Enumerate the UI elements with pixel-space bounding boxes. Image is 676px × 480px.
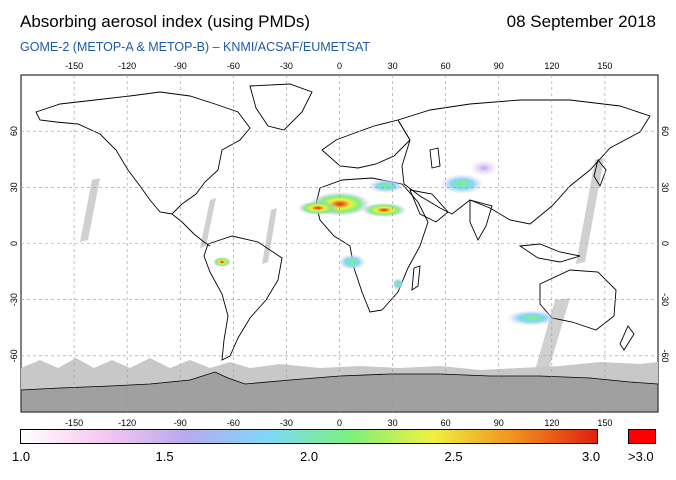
plume-central-asia <box>470 160 498 176</box>
colorbar-tick-label: 1.5 <box>155 449 174 464</box>
lat-tick-left: 0 <box>9 241 19 246</box>
new-zealand <box>619 325 635 351</box>
japan <box>593 159 607 188</box>
plume-arabia <box>440 174 484 194</box>
colorbar-tick-label: 3.0 <box>582 449 601 464</box>
lon-tick-top: 150 <box>597 61 612 71</box>
map-date: 08 September 2018 <box>506 12 656 31</box>
lon-tick-bottom: 90 <box>494 418 504 428</box>
lat-tick-left: -30 <box>9 293 19 306</box>
plume-mozambique <box>392 278 404 290</box>
lon-tick-bottom: -120 <box>118 418 136 428</box>
lon-tick-top: -120 <box>118 61 136 71</box>
lon-tick-top: 0 <box>337 61 342 71</box>
plume-sahel <box>362 203 406 217</box>
lat-tick-right: 30 <box>660 182 670 192</box>
plume-australia-south <box>506 310 558 326</box>
plume-south-america <box>213 257 231 267</box>
lon-tick-top: 120 <box>544 61 559 71</box>
lon-tick-bottom: 150 <box>597 418 612 428</box>
lat-tick-right: 0 <box>660 241 670 246</box>
map-title: Absorbing aerosol index (using PMDs) <box>20 12 311 31</box>
lat-tick-right: -30 <box>660 293 670 306</box>
lon-tick-bottom: -30 <box>280 418 293 428</box>
map-subtitle: GOME-2 (METOP-A & METOP-B) – KNMI/ACSAF/… <box>20 40 371 54</box>
longitude-labels-bottom: -150 -120 -90 -60 -30 0 30 60 90 120 150 <box>65 418 612 428</box>
lon-tick-top: 90 <box>494 61 504 71</box>
lon-tick-top: -30 <box>280 61 293 71</box>
lon-tick-bottom: -150 <box>65 418 83 428</box>
lon-tick-top: -150 <box>65 61 83 71</box>
latitude-labels-left: 60 30 0 -30 -60 <box>9 126 19 362</box>
south-america <box>203 235 283 361</box>
aerosol-plumes <box>213 160 558 326</box>
greenland <box>249 83 313 131</box>
world-map: -150 -120 -90 -60 -30 0 30 60 90 120 150 -150 -120-… <box>9 61 670 428</box>
lon-tick-bottom: 30 <box>388 418 398 428</box>
colorbar <box>20 429 598 444</box>
plume-libya <box>368 179 404 193</box>
caspian-sea <box>429 147 441 169</box>
lon-tick-top: -90 <box>174 61 187 71</box>
plume-southern-africa <box>338 254 366 270</box>
longitude-labels-top: -150 -120 -90 -60 -30 0 30 60 90 120 150 <box>65 61 612 71</box>
colorbar-tick-label: 2.0 <box>300 449 319 464</box>
lon-tick-bottom: 60 <box>441 418 451 428</box>
colorbar-tick-label: 2.5 <box>444 449 463 464</box>
central-america <box>171 213 211 247</box>
continent-outlines <box>35 83 651 361</box>
lon-tick-top: 30 <box>388 61 398 71</box>
plume-west-africa <box>298 201 338 215</box>
indonesia <box>518 243 581 263</box>
lat-tick-right: 60 <box>660 126 670 136</box>
lat-tick-left: 30 <box>9 182 19 192</box>
north-america <box>35 91 251 215</box>
lat-tick-left: -60 <box>9 349 19 362</box>
india <box>469 199 493 241</box>
madagascar <box>411 265 421 291</box>
colorbar-over-label: >3.0 <box>628 449 654 464</box>
lat-tick-right: -60 <box>660 349 670 362</box>
lon-tick-top: -60 <box>227 61 240 71</box>
arabia <box>409 189 449 223</box>
asia <box>397 99 651 225</box>
lon-tick-bottom: 120 <box>544 418 559 428</box>
map-grid <box>21 75 658 412</box>
lon-tick-bottom: -90 <box>174 418 187 428</box>
lat-tick-left: 60 <box>9 126 19 136</box>
lon-tick-bottom: -60 <box>227 418 240 428</box>
colorbar-tick-label: 1.0 <box>12 449 31 464</box>
latitude-labels-right: 60 30 0 -30 -60 <box>660 126 670 362</box>
lon-tick-bottom: 0 <box>337 418 342 428</box>
lon-tick-top: 60 <box>441 61 451 71</box>
colorbar-over-swatch <box>628 429 656 444</box>
